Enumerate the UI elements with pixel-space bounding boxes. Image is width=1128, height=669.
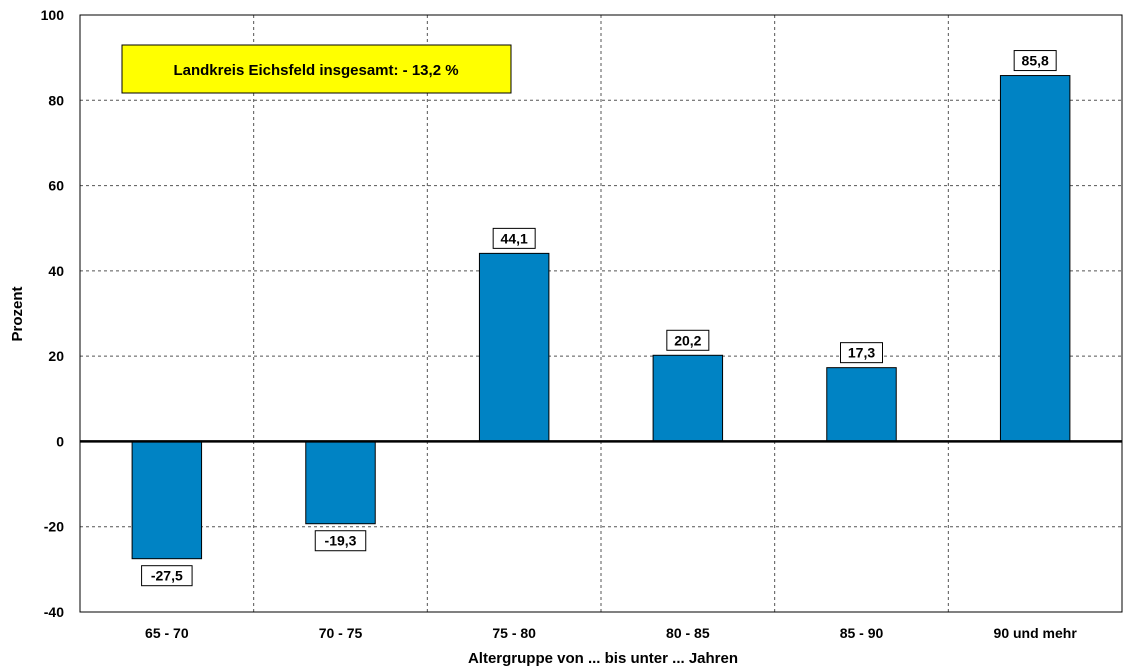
x-tick-label: 90 und mehr	[994, 625, 1078, 641]
data-label-text: 44,1	[501, 230, 528, 246]
bar	[826, 367, 897, 442]
bar	[305, 440, 376, 525]
grid	[80, 15, 1122, 612]
data-labels: -27,5 -19,3 44,1 20,2 17,3 85,8	[141, 50, 1057, 587]
x-tick-label: 65 - 70	[145, 625, 189, 641]
x-axis-title: Altergruppe von ... bis unter ... Jahren	[468, 650, 738, 667]
data-label-box	[840, 342, 883, 364]
bar	[478, 252, 550, 442]
data-label-text: 85,8	[1022, 53, 1049, 69]
data-label-box	[666, 329, 710, 351]
bar	[652, 354, 724, 442]
data-label-box	[492, 227, 536, 249]
data-label-text: -19,3	[325, 533, 357, 549]
y-tick-label: 80	[48, 92, 64, 108]
data-label-box	[1013, 50, 1057, 72]
data-label-text: 20,2	[674, 332, 701, 348]
y-tick-label: -20	[44, 519, 64, 535]
y-tick-label: 20	[48, 348, 64, 364]
plot-frame	[79, 14, 1123, 613]
data-label: 20,2	[666, 329, 710, 351]
y-tick-label: 60	[48, 178, 64, 194]
bar	[999, 75, 1071, 442]
bars	[131, 75, 1071, 560]
data-label: 17,3	[840, 342, 883, 364]
y-tick-label: -40	[44, 604, 64, 620]
x-tick-label: 70 - 75	[319, 625, 363, 641]
annotation-text: Landkreis Eichsfeld insgesamt: - 13,2 %	[173, 62, 458, 79]
data-label: 44,1	[492, 227, 536, 249]
data-label: -19,3	[314, 530, 367, 552]
y-axis-title: Prozent	[9, 286, 26, 341]
x-tick-label: 80 - 85	[666, 625, 710, 641]
data-label-text: 17,3	[848, 345, 875, 361]
data-label-box	[141, 565, 193, 587]
y-tick-label: 40	[48, 263, 64, 279]
data-label-text: -27,5	[151, 568, 183, 584]
y-tick-label: 100	[41, 7, 65, 23]
y-tick-label: 0	[56, 433, 64, 449]
y-tick-labels: -40 -20 0 20 40 60 80 100	[41, 7, 65, 620]
data-label: 85,8	[1013, 50, 1057, 72]
annotation-box: Landkreis Eichsfeld insgesamt: - 13,2 %	[121, 44, 512, 94]
x-tick-label: 75 - 80	[492, 625, 536, 641]
bar	[131, 440, 203, 560]
x-tick-label: 85 - 90	[840, 625, 884, 641]
x-tick-labels: 65 - 70 70 - 75 75 - 80 80 - 85 85 - 90 90 un…	[145, 625, 1077, 641]
data-label-box	[314, 530, 367, 552]
data-label: -27,5	[141, 565, 193, 587]
